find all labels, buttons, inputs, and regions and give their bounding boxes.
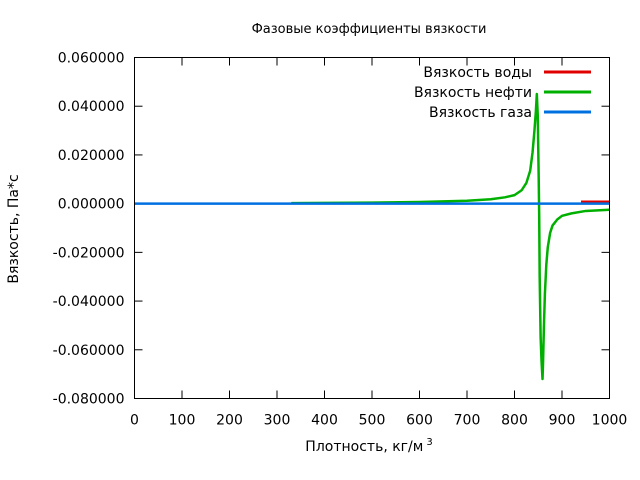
y-tick-label: -0.040000	[53, 294, 125, 310]
series-layer	[134, 92, 610, 381]
legend-entry-oil: Вязкость нефти	[414, 85, 591, 101]
legend-entry-gas: Вязкость газа	[429, 105, 591, 121]
x-tick-label: 400	[311, 413, 338, 429]
legend-entry-water: Вязкость воды	[423, 65, 591, 81]
legend: Вязкость воды Вязкость нефти Вязкость газа	[414, 65, 591, 121]
x-tick-label: 900	[549, 413, 576, 429]
x-tick-label: 200	[216, 413, 243, 429]
x-axis-label-text: Плотность, кг/м	[305, 439, 423, 455]
x-tick-label: 0	[130, 413, 139, 429]
y-tick-label: -0.020000	[53, 245, 125, 261]
y-axis-label: Вязкость, Па*с	[6, 174, 22, 283]
x-tick-label: 100	[169, 413, 196, 429]
y-tick-label: 0.000000	[58, 197, 125, 213]
x-tick-label: 500	[359, 413, 386, 429]
x-axis-label: Плотность, кг/м 3	[305, 437, 432, 455]
y-tick-label: 0.060000	[58, 51, 125, 67]
y-axis-ticks: 0.060000 0.040000 0.020000 0.000000 -0.02000…	[53, 51, 610, 408]
plot-area-border	[134, 57, 610, 399]
legend-label: Вязкость воды	[423, 65, 532, 81]
x-tick-label: 800	[501, 413, 528, 429]
x-tick-label: 300	[264, 413, 291, 429]
x-axis-label-superscript: 3	[426, 437, 432, 448]
legend-label: Вязкость газа	[429, 105, 532, 121]
y-tick-label: 0.020000	[58, 148, 125, 164]
x-tick-label: 600	[406, 413, 433, 429]
x-axis-ticks: 0 100 200 300 400 500 600 700 800 900 1000	[130, 57, 628, 429]
x-tick-label: 700	[454, 413, 481, 429]
x-tick-label: 1000	[592, 413, 628, 429]
chart-title: Фазовые коэффициенты вязкости	[252, 22, 487, 37]
legend-label: Вязкость нефти	[414, 85, 532, 101]
oil-viscosity-line	[291, 92, 610, 381]
y-tick-label: 0.040000	[58, 99, 125, 115]
y-tick-label: -0.060000	[53, 343, 125, 359]
y-tick-label: -0.080000	[53, 392, 125, 408]
